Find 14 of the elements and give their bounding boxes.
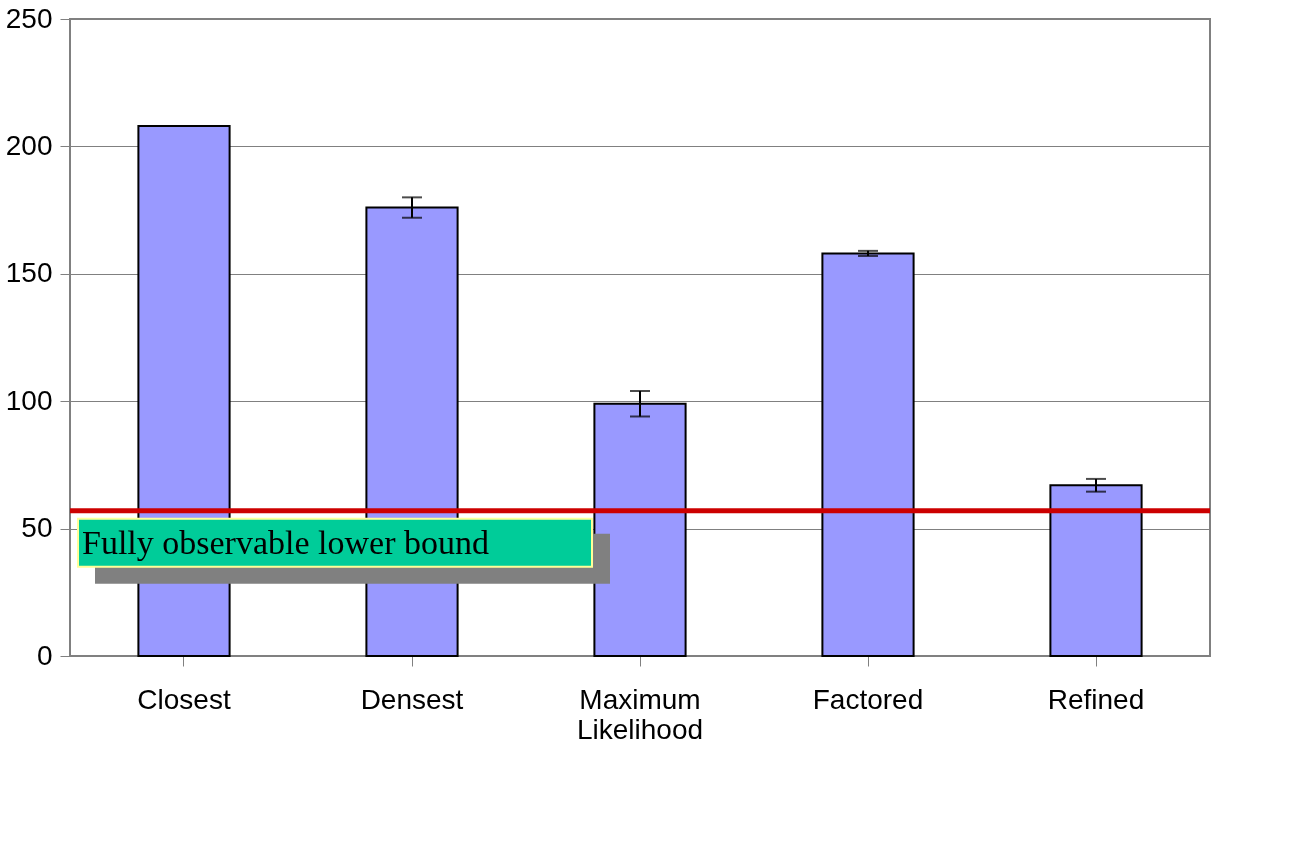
x-tick-label: Densest (360, 683, 464, 715)
y-tick-label: 0 (36, 639, 53, 671)
x-tick-label: Refined (1047, 683, 1145, 715)
bar (1049, 484, 1143, 657)
x-tick-label: Closest (137, 683, 231, 715)
ref-line-label: Fully observable lower bound (82, 523, 489, 561)
y-tick-label: 200 (5, 129, 53, 161)
y-tick-label: 250 (5, 2, 53, 34)
x-tick-label: Factored (812, 683, 924, 715)
y-tick-label: 100 (5, 384, 53, 416)
y-tick-label: 150 (5, 257, 53, 289)
bar (821, 252, 915, 657)
y-tick-label: 50 (21, 512, 53, 544)
x-tick-label: Maximum Likelihood (576, 683, 704, 745)
